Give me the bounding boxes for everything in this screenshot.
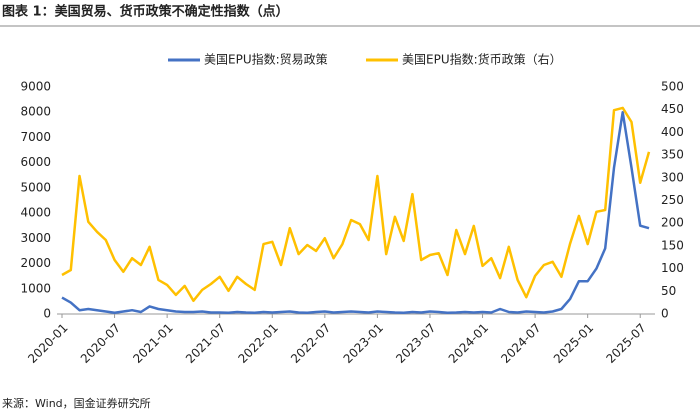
y2-tick-label: 200 <box>661 216 684 230</box>
x-tick-label: 2021-07 <box>183 321 228 366</box>
x-tick-label: 2022-01 <box>236 321 281 366</box>
y2-tick-label: 300 <box>661 170 684 184</box>
legend-label: 美国EPU指数:贸易政策 <box>204 52 328 67</box>
y-tick-label: 2000 <box>20 256 51 270</box>
x-tick-label: 2025-07 <box>603 321 648 366</box>
y-tick-label: 9000 <box>20 80 51 94</box>
x-tick-label: 2020-07 <box>78 321 123 366</box>
x-tick-label: 2021-01 <box>130 321 175 366</box>
x-tick-label: 2022-07 <box>288 321 333 366</box>
x-tick-label: 2024-01 <box>446 321 491 366</box>
y2-tick-label: 500 <box>661 80 684 94</box>
x-tick-label: 2024-07 <box>498 321 543 366</box>
y-tick-label: 1000 <box>20 281 51 295</box>
y-tick-label: 6000 <box>20 155 51 169</box>
y2-tick-label: 50 <box>661 284 676 298</box>
y2-tick-label: 350 <box>661 148 684 162</box>
y-tick-label: 0 <box>43 307 51 321</box>
x-tick-label: 2023-07 <box>393 321 438 366</box>
y2-tick-label: 150 <box>661 238 684 252</box>
x-tick-label: 2025-01 <box>551 321 596 366</box>
y-tick-label: 7000 <box>20 130 51 144</box>
chart-title: 图表 1：美国贸易、货币政策不确定性指数（点） <box>2 4 289 20</box>
y-tick-label: 4000 <box>20 206 51 220</box>
y2-tick-label: 250 <box>661 193 684 207</box>
y-tick-label: 8000 <box>20 105 51 119</box>
y2-tick-label: 0 <box>661 307 669 321</box>
legend-label: 美国EPU指数:货币政策（右） <box>402 52 562 67</box>
y-tick-label: 3000 <box>20 231 51 245</box>
y-tick-label: 5000 <box>20 180 51 194</box>
x-tick-label: 2020-01 <box>25 321 70 366</box>
y2-tick-label: 450 <box>661 102 684 116</box>
series-line <box>61 106 651 303</box>
y2-tick-label: 100 <box>661 261 684 275</box>
series-line <box>61 110 650 314</box>
x-tick-label: 2023-01 <box>341 321 386 366</box>
y2-tick-label: 400 <box>661 125 684 139</box>
source: 来源：Wind，国金证券研究所 <box>2 396 151 410</box>
